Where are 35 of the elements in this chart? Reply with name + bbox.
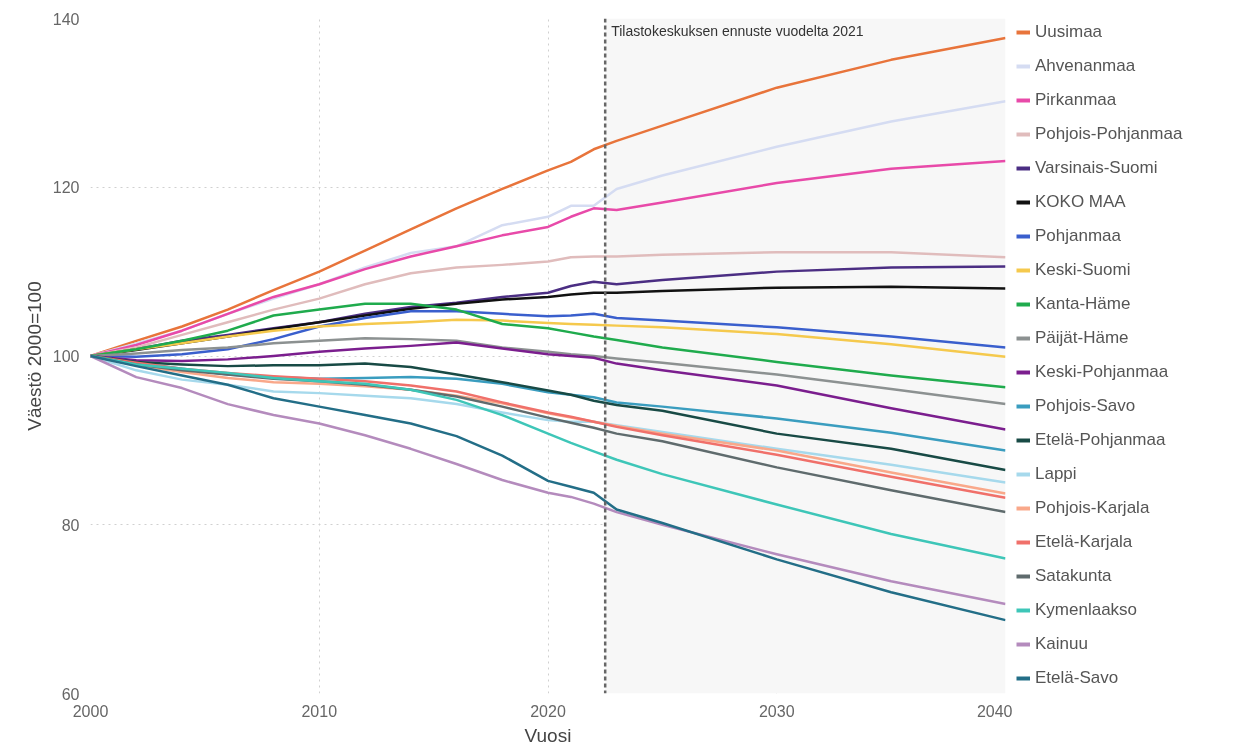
legend-label: Etelä-Savo bbox=[1035, 668, 1119, 688]
legend-label: Kymenlaakso bbox=[1035, 600, 1138, 620]
y-axis-title: Väestö 2000=100 bbox=[23, 281, 45, 431]
legend-label: Pirkanmaa bbox=[1035, 90, 1117, 110]
legend-label: Pohjanmaa bbox=[1035, 226, 1122, 246]
line-series bbox=[90, 302, 1006, 389]
legend-label: Kainuu bbox=[1035, 634, 1088, 654]
ref-line-label: Tilastokeskuksen ennuste vuodelta 2021 bbox=[611, 22, 864, 39]
legend-label: KOKO MAA bbox=[1035, 192, 1126, 212]
legend-label: Uusimaa bbox=[1035, 22, 1103, 42]
x-tick-label: 2020 bbox=[530, 702, 566, 720]
y-tick-label: 100 bbox=[52, 348, 80, 365]
legend-label: Pohjois-Karjala bbox=[1035, 498, 1150, 518]
legend-label: Satakunta bbox=[1035, 566, 1112, 586]
y-tick-label: 140 bbox=[52, 10, 80, 28]
legend-label: Keski-Pohjanmaa bbox=[1035, 362, 1169, 382]
legend-label: Etelä-Pohjanmaa bbox=[1035, 430, 1166, 450]
y-tick-label: 60 bbox=[61, 685, 80, 703]
legend-label: Päijät-Häme bbox=[1035, 328, 1129, 348]
legend-label: Etelä-Karjala bbox=[1035, 532, 1133, 552]
legend-label: Ahvenanmaa bbox=[1035, 56, 1136, 76]
y-tick-label: 120 bbox=[52, 179, 80, 197]
x-axis-title: Vuosi bbox=[524, 724, 572, 746]
y-tick-label: 80 bbox=[61, 516, 80, 534]
legend-label: Kanta-Häme bbox=[1035, 294, 1131, 314]
legend-label: Lappi bbox=[1035, 464, 1077, 484]
x-tick-label: 2030 bbox=[758, 702, 795, 720]
x-tick-label: 2040 bbox=[976, 702, 1013, 720]
x-tick-label: 2010 bbox=[301, 702, 338, 720]
legend-label: Pohjois-Savo bbox=[1035, 396, 1136, 416]
legend-label: Pohjois-Pohjanmaa bbox=[1035, 124, 1183, 144]
legend-label: Keski-Suomi bbox=[1035, 260, 1131, 280]
line-series bbox=[90, 159, 1006, 358]
x-tick-label: 2000 bbox=[72, 702, 109, 720]
legend-label: Varsinais-Suomi bbox=[1035, 158, 1158, 178]
